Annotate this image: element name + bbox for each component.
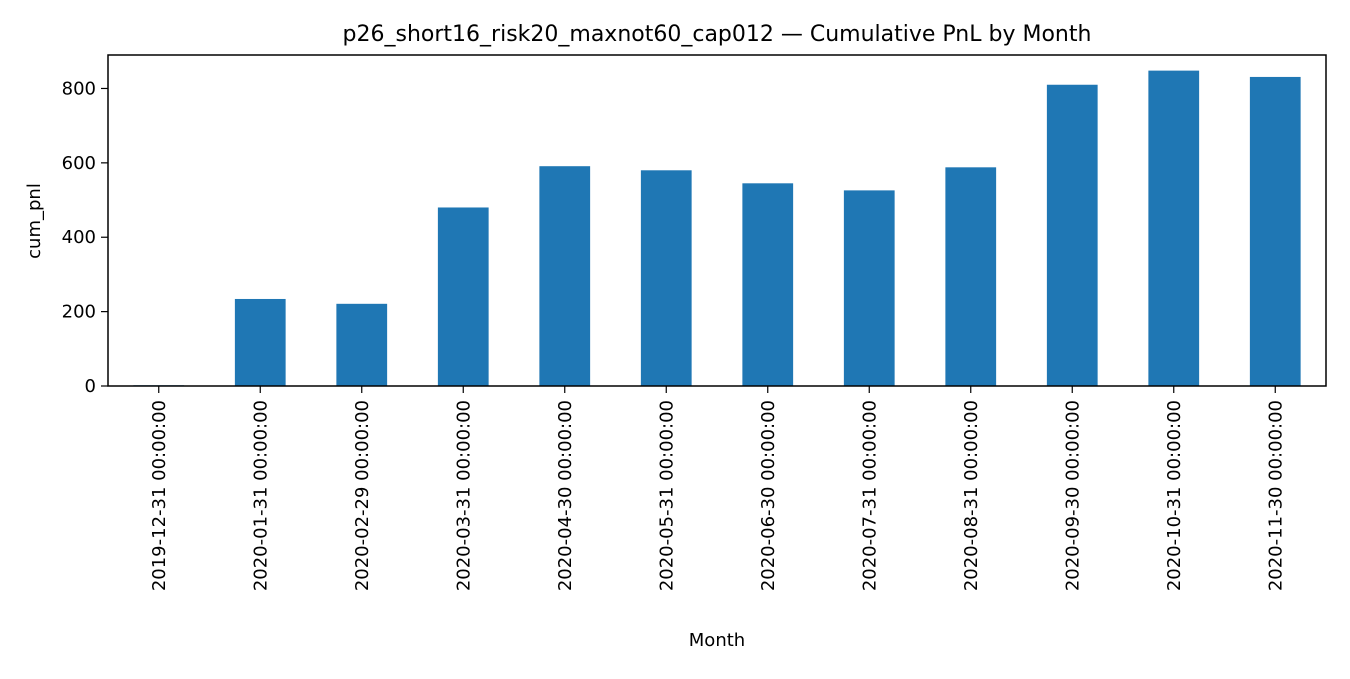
y-tick-label: 200: [62, 302, 96, 323]
y-tick-label: 0: [85, 376, 96, 397]
y-tick-label: 600: [62, 153, 96, 174]
bar: [640, 170, 692, 386]
y-tick-label: 800: [62, 78, 96, 99]
plot-frame: [107, 54, 1327, 387]
y-axis: 0 200 400 600 800: [62, 78, 108, 397]
x-tick-label: 2020-01-31 00:00:00: [250, 400, 271, 591]
x-axis-label: Month: [689, 630, 745, 651]
bar: [742, 183, 794, 386]
x-tick-label: 2020-06-30 00:00:00: [758, 400, 779, 591]
bar: [437, 207, 489, 386]
x-tick-label: 2020-11-30 00:00:00: [1265, 400, 1286, 591]
bar: [1046, 84, 1098, 386]
x-tick-label: 2020-03-31 00:00:00: [453, 400, 474, 591]
x-tick-label: 2020-04-30 00:00:00: [555, 400, 576, 591]
x-tick-label: 2020-08-31 00:00:00: [961, 400, 982, 591]
bar: [234, 298, 286, 386]
bar: [539, 166, 591, 386]
bar: [1148, 70, 1200, 387]
x-tick-label: 2020-07-31 00:00:00: [859, 400, 880, 591]
x-tick-label: 2020-10-31 00:00:00: [1164, 400, 1185, 591]
y-tick-label: 400: [62, 227, 96, 248]
bar: [843, 190, 895, 386]
x-tick-label: 2020-05-31 00:00:00: [656, 400, 677, 591]
bar: [1249, 76, 1301, 386]
x-tick-label: 2020-09-30 00:00:00: [1062, 400, 1083, 591]
x-tick-label: 2019-12-31 00:00:00: [149, 400, 170, 591]
bars-group: [133, 70, 1301, 387]
x-axis: 2019-12-31 00:00:00 2020-01-31 00:00:00 20…: [149, 386, 1286, 591]
bar: [336, 303, 388, 386]
y-axis-label: cum_pnl: [24, 183, 45, 259]
chart-title: p26_short16_risk20_maxnot60_cap012 — Cum…: [343, 22, 1092, 47]
bar: [945, 167, 997, 386]
x-tick-label: 2020-02-29 00:00:00: [352, 400, 373, 591]
